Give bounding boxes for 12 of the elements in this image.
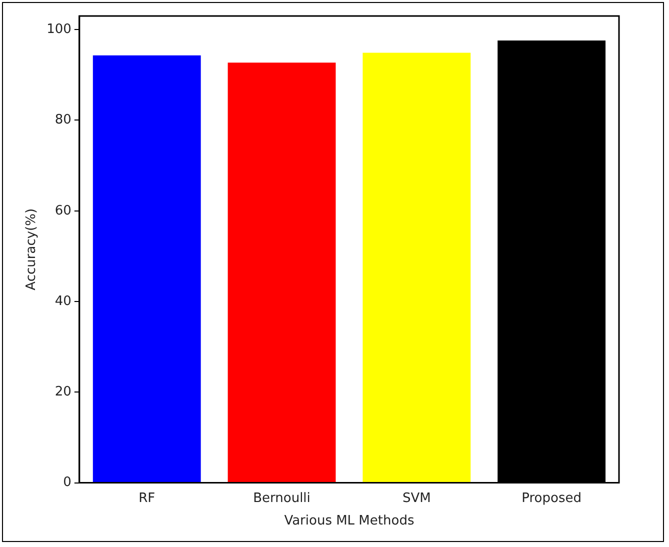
y-tick-label: 20 bbox=[54, 384, 72, 400]
y-tick-label: 80 bbox=[54, 112, 72, 128]
y-tick-label: 60 bbox=[54, 203, 72, 218]
x-tick-label: Bernoulli bbox=[253, 490, 310, 506]
x-tick-label: Proposed bbox=[522, 490, 582, 506]
x-tick-label: SVM bbox=[402, 490, 431, 506]
y-axis-title: Accuracy(%) bbox=[24, 208, 40, 290]
y-tick-label: 40 bbox=[54, 294, 72, 309]
y-tick-label: 100 bbox=[46, 22, 72, 37]
x-axis-title: Various ML Methods bbox=[284, 514, 414, 529]
x-tick-label: RF bbox=[138, 490, 156, 506]
y-tick-label: 0 bbox=[63, 475, 72, 490]
